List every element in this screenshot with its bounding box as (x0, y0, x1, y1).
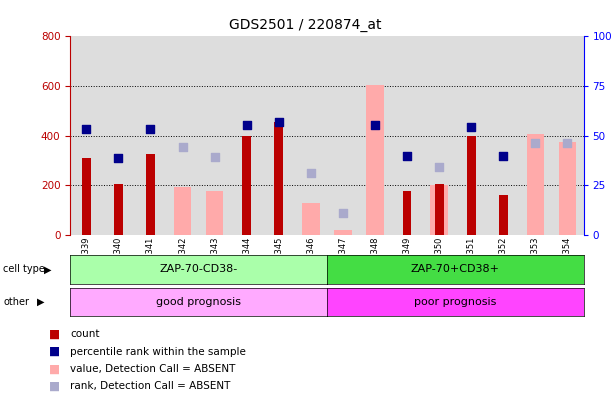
Text: count: count (70, 329, 100, 339)
Point (466, 124, 476, 130)
Text: GDS2501 / 220874_at: GDS2501 / 220874_at (229, 18, 382, 32)
Bar (359, 36, 391, 235)
Point (530, 140, 540, 146)
Bar (327, 36, 359, 235)
Bar (558, 142, 576, 235)
Bar (430, 185, 448, 235)
Point (338, 209, 348, 216)
Text: ZAP-70-CD38-: ZAP-70-CD38- (159, 264, 238, 274)
Text: ▶: ▶ (37, 297, 44, 307)
Point (402, 152, 412, 159)
Bar (70, 36, 103, 235)
Bar (455, 36, 488, 235)
Point (563, 140, 573, 146)
Bar (334, 230, 352, 235)
Bar (527, 134, 544, 235)
Text: percentile rank within the sample: percentile rank within the sample (70, 347, 246, 356)
Bar (114, 184, 123, 235)
Point (178, 144, 188, 150)
Bar (166, 36, 199, 235)
Bar (103, 36, 134, 235)
Text: ZAP-70+CD38+: ZAP-70+CD38+ (411, 264, 500, 274)
Text: rank, Detection Call = ABSENT: rank, Detection Call = ABSENT (70, 382, 230, 391)
Bar (519, 36, 552, 235)
Bar (302, 202, 320, 235)
Point (114, 155, 123, 161)
Bar (467, 136, 475, 235)
Point (434, 164, 444, 170)
Bar (263, 36, 295, 235)
Bar (499, 195, 508, 235)
Text: ■: ■ (49, 380, 60, 393)
Bar (295, 36, 327, 235)
Text: ■: ■ (49, 345, 60, 358)
Point (499, 152, 508, 159)
Bar (274, 122, 283, 235)
Bar (243, 136, 251, 235)
Bar (391, 36, 423, 235)
Point (210, 153, 219, 160)
Point (145, 126, 155, 133)
Text: ▶: ▶ (44, 264, 51, 274)
Point (370, 121, 380, 128)
Text: cell type: cell type (3, 264, 45, 274)
Bar (146, 154, 155, 235)
Bar (82, 158, 90, 235)
Text: good prognosis: good prognosis (156, 297, 241, 307)
Bar (488, 36, 519, 235)
Bar (174, 187, 191, 235)
Text: poor prognosis: poor prognosis (414, 297, 496, 307)
Text: ■: ■ (49, 362, 60, 375)
Point (242, 121, 252, 128)
Bar (423, 36, 455, 235)
Point (306, 170, 316, 176)
Bar (435, 184, 444, 235)
Bar (366, 85, 384, 235)
Text: other: other (3, 297, 29, 307)
Point (81, 126, 91, 133)
Point (274, 119, 284, 125)
Text: ■: ■ (49, 328, 60, 341)
Bar (199, 36, 231, 235)
Bar (552, 36, 584, 235)
Text: value, Detection Call = ABSENT: value, Detection Call = ABSENT (70, 364, 236, 374)
Bar (206, 192, 224, 235)
Bar (403, 192, 411, 235)
Bar (134, 36, 166, 235)
Bar (231, 36, 263, 235)
